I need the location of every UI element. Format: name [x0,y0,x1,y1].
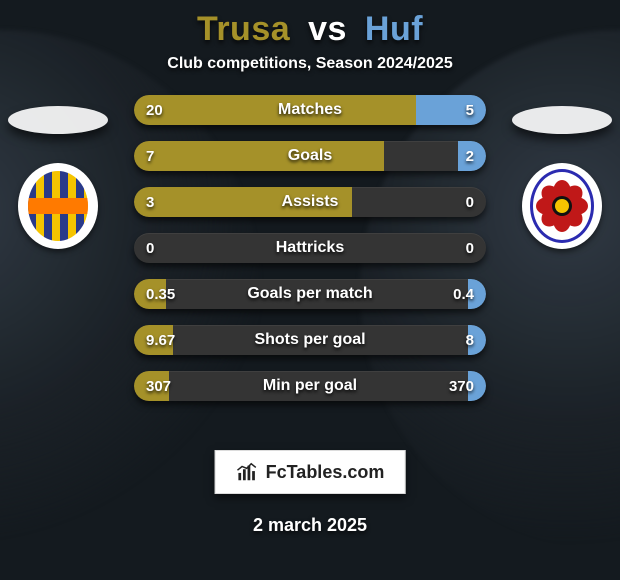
stat-value-left: 20 [134,95,175,125]
stat-value-left: 0.35 [134,279,187,309]
club-crest-left [18,163,98,249]
stat-fill-left [134,187,352,217]
player1-name: Trusa [197,10,290,48]
stat-bar: 205Matches [134,95,486,125]
stat-fill-left [134,95,416,125]
stat-bar: 0.350.4Goals per match [134,279,486,309]
subtitle: Club competitions, Season 2024/2025 [167,55,452,73]
stat-bar: 30Assists [134,187,486,217]
stat-value-right: 370 [437,371,486,401]
stat-bar: 307 370Min per goal [134,371,486,401]
crest-flower [540,184,584,228]
stat-label: Min per goal [134,371,486,401]
page-title: Trusa vs Huf [197,10,423,49]
comparison-area: 205Matches72Goals30Assists00Hattricks0.3… [0,91,620,580]
chart-icon [236,461,258,483]
stat-value-left: 3 [134,187,166,217]
spotlight-left [8,106,108,134]
stat-bars: 205Matches72Goals30Assists00Hattricks0.3… [134,95,486,401]
watermark: FcTables.com [215,450,406,494]
stat-value-left: 0 [134,233,166,263]
stat-value-left: 307 [134,371,183,401]
player2-name: Huf [365,10,423,48]
content-root: Trusa vs Huf Club competitions, Season 2… [0,0,620,580]
crest-inner [530,169,594,243]
stat-fill-left [134,141,384,171]
stat-value-right: 0 [454,187,486,217]
stat-value-right: 0 [454,233,486,263]
comparison-date: 2 march 2025 [0,515,620,536]
crest-core [555,199,569,213]
stat-bar: 72Goals [134,141,486,171]
stat-value-left: 7 [134,141,166,171]
stat-value-right: 5 [454,95,486,125]
club-crest-right [522,163,602,249]
stat-value-right: 2 [454,141,486,171]
stat-label: Hattricks [134,233,486,263]
watermark-text: FcTables.com [266,462,385,483]
stat-value-left: 9.67 [134,325,187,355]
crest-inner [28,171,88,241]
vs-label: vs [308,10,347,48]
crest-band [28,198,88,215]
stat-value-right: 0.4 [441,279,486,309]
spotlight-right [512,106,612,134]
stat-value-right: 8 [454,325,486,355]
stat-bar: 9.678Shots per goal [134,325,486,355]
stat-bar: 0 0Hattricks [134,233,486,263]
